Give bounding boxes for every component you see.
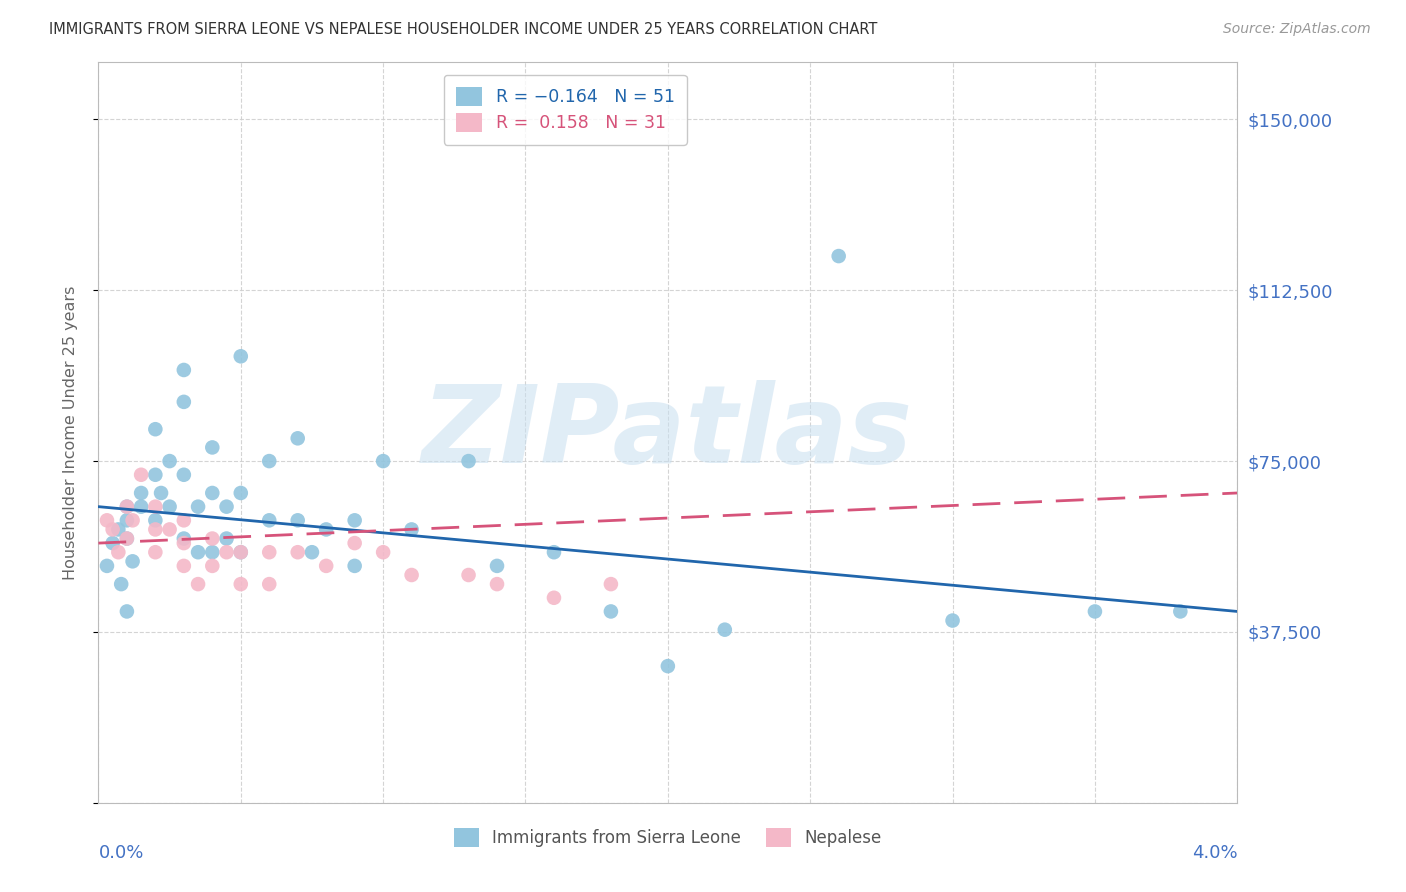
Point: [229, 349, 252, 363]
Text: ZIPatlas: ZIPatlas: [422, 380, 914, 485]
Point: [543, 545, 565, 559]
Point: [173, 558, 195, 573]
Point: [1084, 604, 1107, 618]
Point: [173, 395, 195, 409]
Point: [942, 614, 965, 628]
Point: [145, 545, 167, 559]
Point: [201, 558, 224, 573]
Point: [1170, 604, 1192, 618]
Point: [287, 513, 309, 527]
Point: [129, 467, 152, 482]
Point: [215, 500, 238, 514]
Point: [145, 500, 167, 514]
Point: [287, 545, 309, 559]
Point: [600, 604, 623, 618]
Point: [121, 513, 143, 527]
Point: [486, 558, 509, 573]
Point: [129, 500, 152, 514]
Point: [121, 554, 143, 568]
Point: [129, 486, 152, 500]
Point: [107, 545, 129, 559]
Point: [96, 558, 118, 573]
Point: [457, 454, 479, 468]
Point: [301, 545, 323, 559]
Text: IMMIGRANTS FROM SIERRA LEONE VS NEPALESE HOUSEHOLDER INCOME UNDER 25 YEARS CORRE: IMMIGRANTS FROM SIERRA LEONE VS NEPALESE…: [49, 22, 877, 37]
Point: [145, 467, 167, 482]
Point: [159, 454, 181, 468]
Point: [115, 604, 138, 618]
Point: [173, 536, 195, 550]
Point: [229, 577, 252, 591]
Y-axis label: Householder Income Under 25 years: Householder Income Under 25 years: [63, 285, 77, 580]
Point: [115, 532, 138, 546]
Point: [173, 363, 195, 377]
Point: [259, 513, 281, 527]
Point: [101, 536, 124, 550]
Point: [828, 249, 851, 263]
Point: [315, 523, 337, 537]
Point: [657, 659, 679, 673]
Point: [101, 523, 124, 537]
Point: [543, 591, 565, 605]
Point: [145, 513, 167, 527]
Text: 0.0%: 0.0%: [98, 844, 143, 862]
Point: [187, 545, 209, 559]
Legend: Immigrants from Sierra Leone, Nepalese: Immigrants from Sierra Leone, Nepalese: [447, 822, 889, 854]
Point: [714, 623, 737, 637]
Point: [110, 577, 132, 591]
Point: [343, 558, 366, 573]
Point: [401, 568, 423, 582]
Point: [159, 500, 181, 514]
Point: [201, 486, 224, 500]
Point: [145, 523, 167, 537]
Point: [229, 545, 252, 559]
Point: [201, 545, 224, 559]
Point: [287, 431, 309, 445]
Point: [215, 545, 238, 559]
Point: [173, 513, 195, 527]
Point: [259, 454, 281, 468]
Point: [315, 558, 337, 573]
Point: [457, 568, 479, 582]
Point: [486, 577, 509, 591]
Point: [96, 513, 118, 527]
Point: [173, 532, 195, 546]
Point: [115, 500, 138, 514]
Point: [187, 577, 209, 591]
Point: [259, 545, 281, 559]
Point: [201, 532, 224, 546]
Point: [343, 536, 366, 550]
Point: [115, 532, 138, 546]
Point: [115, 513, 138, 527]
Point: [145, 422, 167, 436]
Point: [187, 500, 209, 514]
Text: 4.0%: 4.0%: [1192, 844, 1237, 862]
Point: [343, 513, 366, 527]
Point: [150, 486, 173, 500]
Point: [229, 486, 252, 500]
Point: [600, 577, 623, 591]
Point: [107, 523, 129, 537]
Point: [229, 545, 252, 559]
Point: [259, 577, 281, 591]
Point: [201, 441, 224, 455]
Point: [115, 500, 138, 514]
Point: [173, 467, 195, 482]
Point: [371, 545, 394, 559]
Point: [371, 454, 394, 468]
Point: [401, 523, 423, 537]
Point: [215, 532, 238, 546]
Text: Source: ZipAtlas.com: Source: ZipAtlas.com: [1223, 22, 1371, 37]
Point: [159, 523, 181, 537]
